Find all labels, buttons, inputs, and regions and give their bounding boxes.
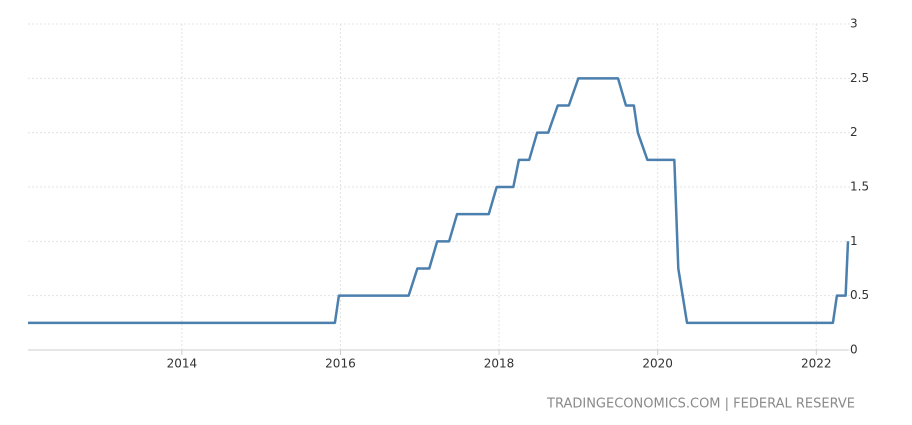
y-tick-label: 3 [850,17,858,31]
y-tick-label: 2 [850,125,858,139]
x-tick-label: 2014 [167,357,198,371]
x-tick-label: 2016 [325,357,356,371]
x-tick-label: 2018 [484,357,515,371]
x-tick-label: 2022 [801,357,832,371]
x-tick-label: 2020 [642,357,673,371]
y-tick-label: 1 [850,234,858,248]
source: TRADINGECONOMICS.COM | FEDERAL RESERVE [546,397,855,412]
y-tick-label: 0 [850,343,858,357]
y-tick-label: 1.5 [850,180,869,194]
y-tick-label: 0.5 [850,288,869,302]
line [28,77,850,325]
y-tick-label: 2.5 [850,71,869,85]
